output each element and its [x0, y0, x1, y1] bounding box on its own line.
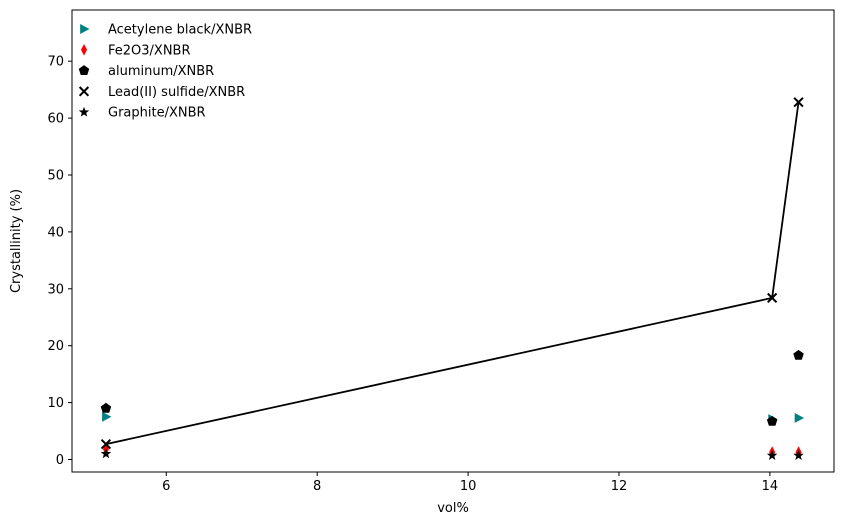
series-line	[105, 102, 800, 445]
x-axis-label: vol%	[437, 501, 469, 516]
y-axis-label: Crystallinity (%)	[9, 189, 24, 293]
x-axis-ticks: 6 8 10 12 14	[162, 472, 778, 494]
legend-marker	[78, 65, 90, 76]
y-tick-label: 40	[47, 225, 64, 240]
legend-marker	[80, 44, 88, 56]
legend-label: Lead(II) sulfide/XNBR	[108, 85, 245, 100]
x-tick-label: 8	[313, 479, 321, 494]
plot-frame	[71, 9, 835, 473]
y-tick-label: 50	[47, 169, 64, 184]
y-tick-label: 70	[47, 55, 64, 70]
legend-item: Graphite/XNBR	[78, 106, 206, 121]
data-point	[793, 349, 804, 360]
legend-item: aluminum/XNBR	[78, 64, 214, 79]
legend-marker	[78, 86, 90, 97]
y-axis-ticks: 0 10 20 30 40 50 60 70	[47, 55, 72, 468]
y-tick-label: 20	[47, 339, 64, 354]
data-point	[794, 412, 805, 423]
axes-layer: 6 8 10 12 14 0 10 20 30 40 50 60 70 vol% Crystallin…	[9, 9, 835, 516]
legend-item: Fe2O3/XNBR	[80, 43, 191, 58]
marker-layer	[100, 97, 805, 460]
legend-label: Acetylene black/XNBR	[108, 23, 252, 38]
y-tick-label: 10	[47, 396, 64, 411]
x-tick-label: 6	[162, 479, 170, 494]
x-tick-label: 10	[460, 479, 477, 494]
line-layer	[105, 102, 800, 445]
y-tick-label: 60	[47, 112, 64, 127]
legend-marker	[80, 24, 90, 34]
data-point	[793, 97, 804, 108]
series-points	[100, 349, 804, 426]
data-point	[100, 439, 112, 450]
data-point	[102, 411, 112, 422]
legend-item: Lead(II) sulfide/XNBR	[78, 85, 245, 100]
y-tick-label: 30	[47, 282, 64, 297]
legend-label: Fe2O3/XNBR	[108, 43, 191, 58]
series-points	[100, 448, 804, 460]
data-point	[766, 415, 778, 426]
legend-label: Graphite/XNBR	[108, 106, 206, 121]
legend-label: aluminum/XNBR	[108, 64, 214, 79]
y-tick-label: 0	[56, 453, 64, 468]
data-point	[793, 450, 804, 460]
x-tick-label: 14	[762, 479, 779, 494]
series-points	[102, 443, 802, 458]
data-point	[100, 402, 112, 413]
x-tick-label: 12	[611, 479, 628, 494]
legend: Acetylene black/XNBR Fe2O3/XNBR aluminum/X…	[78, 23, 252, 121]
legend-item: Acetylene black/XNBR	[80, 23, 252, 38]
series-points	[100, 97, 804, 450]
data-point	[767, 292, 778, 304]
data-point	[766, 450, 778, 460]
data-point	[100, 448, 112, 459]
legend-marker	[78, 106, 90, 117]
